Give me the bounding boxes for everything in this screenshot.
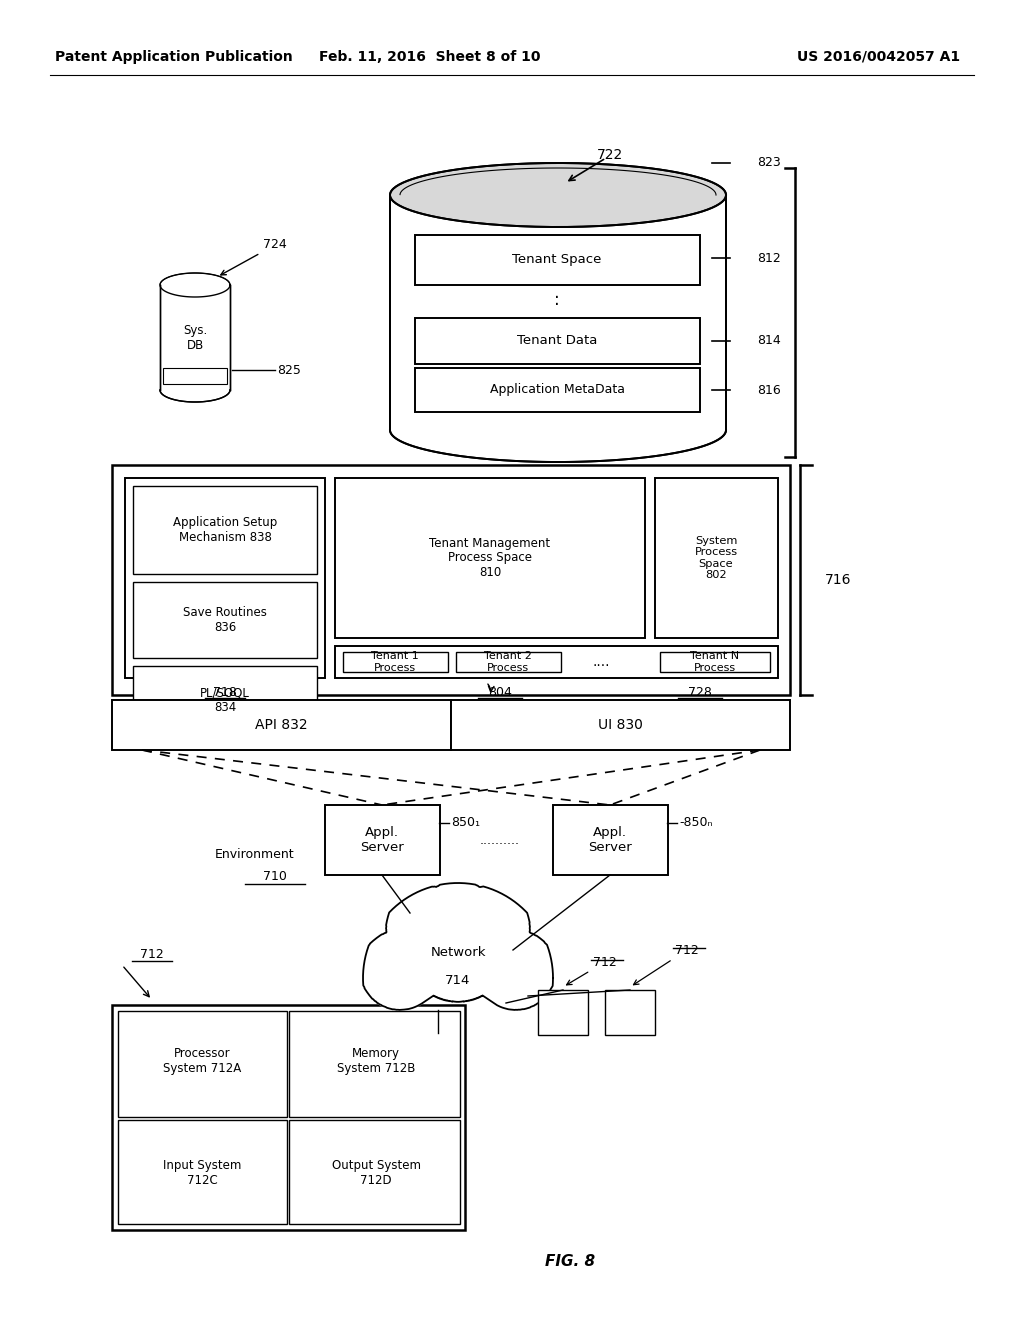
Text: PL/SOQL
834: PL/SOQL 834: [200, 686, 250, 714]
Bar: [343, 652, 449, 672]
Bar: [289, 1119, 460, 1224]
Text: Input System
712C: Input System 712C: [163, 1159, 242, 1187]
Bar: [125, 478, 325, 678]
Bar: [456, 652, 561, 672]
Text: Application MetaData: Application MetaData: [489, 384, 625, 396]
Bar: [112, 700, 451, 750]
Bar: [133, 667, 317, 734]
Text: System
Process
Space
802: System Process Space 802: [694, 536, 737, 581]
Circle shape: [360, 931, 440, 1010]
Text: Appl.
Server: Appl. Server: [360, 826, 403, 854]
Circle shape: [406, 898, 510, 1002]
Text: Appl.
Server: Appl. Server: [588, 826, 632, 854]
Text: 850₁: 850₁: [451, 817, 480, 829]
Text: API 832: API 832: [255, 718, 307, 733]
Text: Memory
System 712B: Memory System 712B: [337, 1047, 415, 1074]
Bar: [538, 990, 588, 1035]
Bar: [133, 486, 317, 574]
Text: 716: 716: [825, 573, 852, 587]
Bar: [163, 368, 227, 384]
Text: :: :: [554, 290, 560, 309]
Text: Sys.
DB: Sys. DB: [183, 323, 207, 352]
Text: 724: 724: [221, 239, 287, 275]
Text: 710: 710: [263, 870, 287, 883]
Text: 825: 825: [278, 363, 301, 376]
Text: 728: 728: [688, 685, 712, 698]
Text: Feb. 11, 2016  Sheet 8 of 10: Feb. 11, 2016 Sheet 8 of 10: [319, 50, 541, 63]
Text: 712: 712: [140, 949, 164, 961]
Circle shape: [386, 886, 470, 970]
Polygon shape: [390, 195, 726, 462]
Bar: [335, 645, 778, 678]
Bar: [118, 1119, 287, 1224]
Bar: [112, 465, 790, 696]
Text: 722: 722: [597, 148, 624, 162]
Text: Output System
712D: Output System 712D: [332, 1159, 421, 1187]
Text: ....: ....: [592, 655, 609, 669]
Bar: [415, 368, 700, 412]
Text: Tenant Management
Process Space
810: Tenant Management Process Space 810: [429, 536, 551, 579]
Bar: [335, 478, 645, 638]
Text: -850ₙ: -850ₙ: [679, 817, 713, 829]
Text: 816: 816: [757, 384, 780, 396]
Bar: [655, 478, 778, 638]
Text: Processor
System 712A: Processor System 712A: [163, 1047, 241, 1074]
Bar: [325, 805, 440, 875]
Text: UI 830: UI 830: [598, 718, 642, 733]
Bar: [133, 582, 317, 657]
Text: Tenant 1
Process: Tenant 1 Process: [371, 651, 419, 673]
Text: 712: 712: [566, 956, 616, 985]
Text: 718: 718: [213, 685, 237, 698]
Text: Tenant Space: Tenant Space: [512, 253, 602, 267]
Text: Save Routines
836: Save Routines 836: [183, 606, 267, 634]
Circle shape: [476, 931, 556, 1010]
Text: Tenant Data: Tenant Data: [517, 334, 597, 347]
Bar: [415, 318, 700, 364]
Text: Patent Application Publication: Patent Application Publication: [55, 50, 293, 63]
Text: 812: 812: [757, 252, 780, 264]
Text: 712: 712: [634, 944, 698, 985]
Bar: [415, 235, 700, 285]
Bar: [660, 652, 770, 672]
Text: ..........: ..........: [480, 833, 520, 846]
Text: US 2016/0042057 A1: US 2016/0042057 A1: [797, 50, 961, 63]
Text: FIG. 8: FIG. 8: [545, 1254, 595, 1270]
Bar: [605, 990, 655, 1035]
Bar: [451, 700, 790, 750]
Text: Tenant N
Process: Tenant N Process: [690, 651, 739, 673]
Bar: [553, 805, 668, 875]
Circle shape: [446, 886, 530, 970]
Text: Application Setup
Mechanism 838: Application Setup Mechanism 838: [173, 516, 278, 544]
Bar: [112, 1005, 465, 1230]
Text: Tenant 2
Process: Tenant 2 Process: [484, 651, 531, 673]
Text: 804: 804: [488, 685, 512, 698]
Text: Network: Network: [430, 946, 485, 960]
Circle shape: [420, 880, 496, 956]
Text: Environment: Environment: [215, 849, 295, 862]
Polygon shape: [362, 883, 553, 1010]
Bar: [118, 1011, 287, 1117]
Text: 714: 714: [445, 974, 471, 986]
Polygon shape: [160, 285, 230, 403]
Text: 823: 823: [757, 157, 780, 169]
Ellipse shape: [390, 162, 726, 227]
Text: 814: 814: [757, 334, 780, 347]
Bar: [289, 1011, 460, 1117]
